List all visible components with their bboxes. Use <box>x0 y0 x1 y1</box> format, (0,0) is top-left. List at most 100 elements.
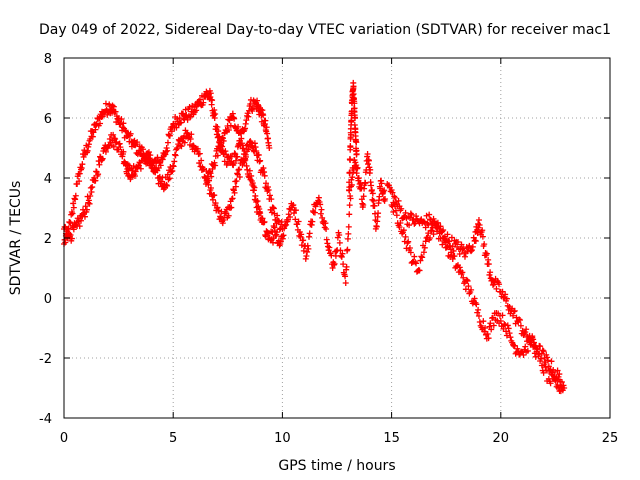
evening-decline-upper-point <box>392 194 399 201</box>
lower-track-point <box>99 156 106 163</box>
afternoon-track-point <box>257 210 264 217</box>
lower-track-point <box>117 144 124 151</box>
evening-decline-lower-point <box>417 257 424 264</box>
evening-decline-lower-point <box>428 227 435 234</box>
lower-track-point <box>249 143 256 150</box>
midday-cluster-point <box>295 218 302 225</box>
upper-track-point <box>95 115 102 122</box>
evening-decline-lower-point <box>392 203 399 210</box>
lower-track-point <box>268 196 275 203</box>
evening-decline-upper-point <box>503 295 510 302</box>
evening-decline-upper-point <box>466 242 473 249</box>
evening-decline-lower-point <box>524 347 531 354</box>
lower-track-point <box>124 161 131 168</box>
upper-track-point <box>215 128 222 135</box>
upper-track-point <box>249 104 256 111</box>
lower-track-point <box>137 165 144 172</box>
midday-cluster-point <box>302 255 309 262</box>
upper-track-point <box>162 151 169 158</box>
upper-track-point <box>168 128 175 135</box>
evening-decline-lower-point <box>402 233 409 240</box>
evening-decline-lower-point <box>446 243 453 250</box>
evening-decline-upper-point <box>523 326 530 333</box>
evening-decline-lower-point <box>439 241 446 248</box>
afternoon-track-point <box>240 145 247 152</box>
evening-decline-lower-point <box>433 220 440 227</box>
midday-cluster-point <box>306 230 313 237</box>
midday-cluster-point <box>344 246 351 253</box>
lower-track-point <box>82 203 89 210</box>
evening-decline-upper-point <box>483 250 490 257</box>
midday-cluster-point <box>318 206 325 213</box>
axis-ticks <box>63 57 611 419</box>
evening-decline-lower-point <box>462 286 469 293</box>
evening-decline-lower-point <box>411 253 418 260</box>
midday-cluster-point <box>330 261 337 268</box>
upper-track-point <box>85 141 92 148</box>
midday-cluster-point <box>375 210 382 217</box>
evening-decline-upper-point <box>461 253 468 260</box>
lower-track-point <box>214 204 221 211</box>
evening-decline-lower-point <box>441 233 448 240</box>
noon-spike-point <box>347 157 354 163</box>
upper-track-point <box>72 196 79 203</box>
afternoon-track-point <box>248 172 255 179</box>
afternoon-track-point <box>235 123 242 130</box>
lower-track-point <box>131 173 138 180</box>
upper-track-point <box>260 112 267 119</box>
lower-track-point <box>99 155 106 162</box>
lower-track-point <box>171 158 178 165</box>
evening-decline-upper-point <box>487 269 494 276</box>
upper-track-point <box>166 132 173 139</box>
evening-decline-lower-point <box>555 376 562 383</box>
evening-decline-lower-point <box>451 252 458 259</box>
upper-track-point <box>207 90 214 97</box>
chart-title: Day 049 of 2022, Sidereal Day-to-day VTE… <box>39 22 611 38</box>
evening-decline-upper-point <box>420 218 427 225</box>
upper-track-point <box>243 117 250 124</box>
midday-cluster-point <box>311 209 318 216</box>
afternoon-track-point <box>214 152 221 159</box>
evening-decline-lower-point <box>427 228 434 235</box>
upper-track-point <box>84 147 91 154</box>
lower-track-point <box>236 166 243 173</box>
afternoon-track-point <box>230 114 237 121</box>
evening-decline-lower-point <box>456 264 463 271</box>
x-tick-label: 5 <box>169 431 177 446</box>
afternoon-track-point <box>238 135 245 142</box>
evening-decline-lower-point <box>530 343 537 350</box>
evening-decline-lower-point <box>434 225 441 232</box>
upper-track-point <box>68 211 75 218</box>
midday-cluster-point <box>369 190 376 197</box>
lower-track-point <box>67 232 74 238</box>
midday-cluster-point <box>362 180 369 187</box>
evening-decline-upper-point <box>511 307 518 314</box>
upper-track-point <box>120 120 127 127</box>
evening-decline-upper-point <box>459 246 466 253</box>
upper-track-point <box>255 102 262 109</box>
upper-track-point <box>127 130 134 137</box>
lower-track-point <box>164 171 171 178</box>
afternoon-track-point <box>212 162 219 169</box>
upper-track-point <box>92 126 99 133</box>
midday-cluster-point <box>367 166 374 173</box>
afternoon-track-point <box>246 167 253 174</box>
lower-track-point <box>87 193 94 199</box>
lower-track-point <box>86 200 93 207</box>
evening-decline-lower-point <box>397 220 404 226</box>
afternoon-track-point <box>220 137 227 144</box>
x-tick-label: 10 <box>274 431 291 446</box>
evening-decline-upper-point <box>407 210 414 217</box>
afternoon-track-point <box>218 142 225 149</box>
evening-decline-upper-point <box>395 197 402 204</box>
lower-track-point <box>219 220 226 227</box>
upper-track-point <box>70 200 77 207</box>
lower-track-point <box>171 151 178 158</box>
lower-track-point <box>190 142 197 149</box>
upper-track-point <box>163 145 170 151</box>
upper-track-point <box>69 210 76 217</box>
evening-decline-upper-point <box>468 247 475 254</box>
midday-cluster-point <box>304 248 311 255</box>
midday-cluster-point <box>273 229 280 236</box>
lower-track-point <box>228 204 235 211</box>
